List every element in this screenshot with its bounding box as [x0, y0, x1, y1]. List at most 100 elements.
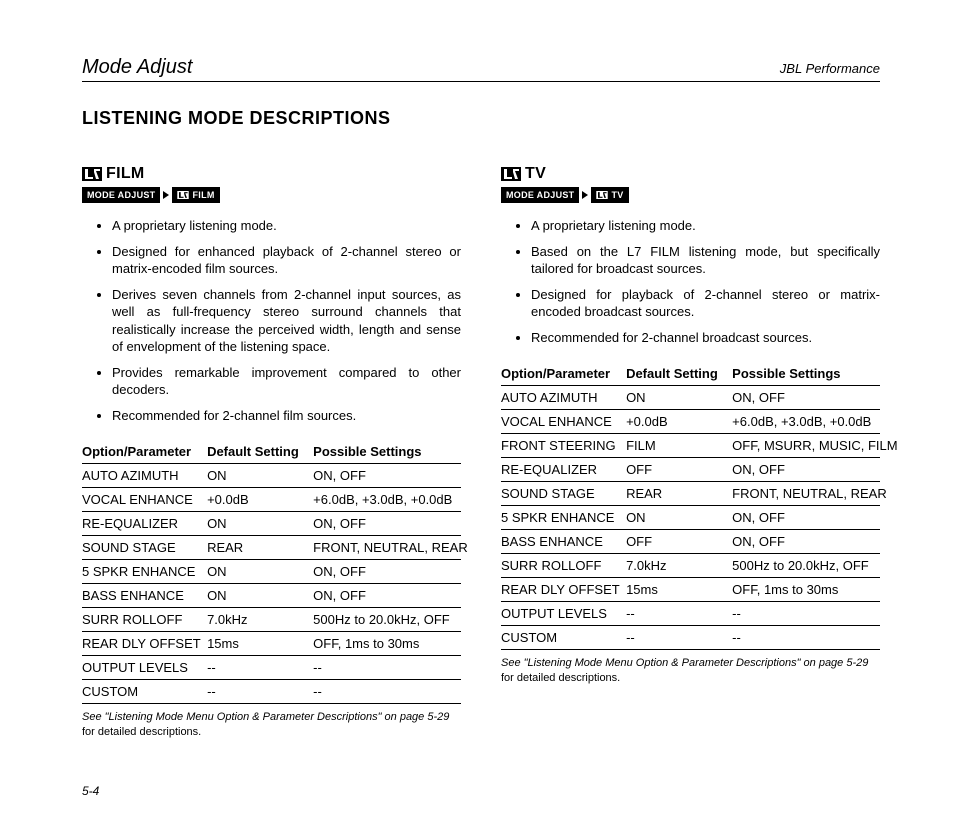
l7-logo-icon	[596, 191, 608, 199]
table-row: FRONT STEERINGFILMOFF, MSURR, MUSIC, FIL…	[501, 434, 880, 458]
th-default: Default Setting	[626, 366, 732, 381]
table-cell: ON	[207, 516, 313, 531]
table-cell: OFF, 1ms to 30ms	[313, 636, 461, 651]
table-cell: ON, OFF	[732, 390, 880, 405]
table-row: OUTPUT LEVELS----	[82, 656, 461, 680]
table-row: RE-EQUALIZEROFFON, OFF	[501, 458, 880, 482]
table-row: SURR ROLLOFF7.0kHz500Hz to 20.0kHz, OFF	[501, 554, 880, 578]
table-row: BASS ENHANCEONON, OFF	[82, 584, 461, 608]
table-cell: ON	[207, 564, 313, 579]
table-cell: FILM	[626, 438, 732, 453]
table-cell: --	[626, 630, 732, 645]
table-cell: 15ms	[626, 582, 732, 597]
table-cell: ON	[207, 588, 313, 603]
col-film: FILM MODE ADJUST FILM A proprietary list…	[82, 165, 461, 740]
table-body-tv: AUTO AZIMUTHONON, OFFVOCAL ENHANCE+0.0dB…	[501, 386, 880, 650]
table-row: SOUND STAGEREARFRONT, NEUTRAL, REAR	[82, 536, 461, 560]
table-cell: 7.0kHz	[626, 558, 732, 573]
footnote-suffix: for detailed descriptions.	[82, 726, 201, 738]
header-right: JBL Performance	[780, 61, 880, 76]
table-row: REAR DLY OFFSET15msOFF, 1ms to 30ms	[501, 578, 880, 602]
badge-film: FILM	[172, 187, 219, 203]
table-cell: --	[626, 606, 732, 621]
table-cell: 5 SPKR ENHANCE	[501, 510, 626, 525]
badge-mode-adjust: MODE ADJUST	[82, 187, 160, 203]
table-cell: REAR	[626, 486, 732, 501]
table-cell: AUTO AZIMUTH	[501, 390, 626, 405]
table-row: 5 SPKR ENHANCEONON, OFF	[501, 506, 880, 530]
footnote-tv: See "Listening Mode Menu Option & Parame…	[501, 656, 880, 686]
list-item: Designed for enhanced playback of 2-chan…	[112, 243, 461, 278]
chevron-right-icon	[163, 191, 169, 199]
breadcrumb-tv: MODE ADJUST TV	[501, 187, 880, 203]
table-cell: FRONT STEERING	[501, 438, 626, 453]
footnote-quote: "Listening Mode Menu Option & Parameter …	[105, 711, 450, 723]
table-cell: --	[313, 684, 461, 699]
table-row: BASS ENHANCEOFFON, OFF	[501, 530, 880, 554]
page-header: Mode Adjust JBL Performance	[82, 56, 880, 82]
table-header-tv: Option/Parameter Default Setting Possibl…	[501, 366, 880, 386]
table-cell: VOCAL ENHANCE	[501, 414, 626, 429]
list-item: Designed for playback of 2-channel stere…	[531, 286, 880, 321]
table-cell: OUTPUT LEVELS	[82, 660, 207, 675]
table-cell: SOUND STAGE	[501, 486, 626, 501]
l7-logo-icon	[82, 167, 102, 181]
table-cell: ON	[626, 510, 732, 525]
section-title: FILM	[106, 165, 145, 183]
th-possible: Possible Settings	[732, 366, 880, 381]
table-row: REAR DLY OFFSET15msOFF, 1ms to 30ms	[82, 632, 461, 656]
table-cell: OFF	[626, 534, 732, 549]
table-cell: CUSTOM	[82, 684, 207, 699]
badge-tv: TV	[591, 187, 628, 203]
badge-tv-label: TV	[611, 190, 623, 200]
table-row: SOUND STAGEREARFRONT, NEUTRAL, REAR	[501, 482, 880, 506]
th-default: Default Setting	[207, 444, 313, 459]
col-tv: TV MODE ADJUST TV A proprietary listenin…	[501, 165, 880, 740]
th-possible: Possible Settings	[313, 444, 461, 459]
table-cell: RE-EQUALIZER	[501, 462, 626, 477]
table-cell: REAR DLY OFFSET	[82, 636, 207, 651]
table-cell: ON, OFF	[313, 516, 461, 531]
footnote-suffix: for detailed descriptions.	[501, 672, 620, 684]
th-option: Option/Parameter	[82, 444, 207, 459]
table-row: RE-EQUALIZERONON, OFF	[82, 512, 461, 536]
table-row: AUTO AZIMUTHONON, OFF	[501, 386, 880, 410]
list-item: A proprietary listening mode.	[112, 217, 461, 235]
table-cell: 500Hz to 20.0kHz, OFF	[313, 612, 461, 627]
l7-logo-icon	[177, 191, 189, 199]
bullets-film: A proprietary listening mode. Designed f…	[82, 217, 461, 424]
th-option: Option/Parameter	[501, 366, 626, 381]
chevron-right-icon	[582, 191, 588, 199]
footnote-prefix: See	[82, 711, 105, 723]
badge-film-label: FILM	[192, 190, 214, 200]
table-cell: OFF, MSURR, MUSIC, FILM	[732, 438, 880, 453]
table-cell: +6.0dB, +3.0dB, +0.0dB	[732, 414, 880, 429]
table-cell: OFF	[626, 462, 732, 477]
table-cell: REAR	[207, 540, 313, 555]
table-cell: 15ms	[207, 636, 313, 651]
columns: FILM MODE ADJUST FILM A proprietary list…	[82, 165, 880, 740]
table-cell: FRONT, NEUTRAL, REAR	[732, 486, 880, 501]
table-cell: REAR DLY OFFSET	[501, 582, 626, 597]
table-row: CUSTOM----	[82, 680, 461, 704]
table-cell: ON, OFF	[313, 468, 461, 483]
l7-logo-icon	[501, 167, 521, 181]
list-item: Provides remarkable improvement compared…	[112, 364, 461, 399]
table-cell: ON	[207, 468, 313, 483]
table-cell: CUSTOM	[501, 630, 626, 645]
section-title: TV	[525, 165, 546, 183]
table-cell: FRONT, NEUTRAL, REAR	[313, 540, 461, 555]
table-cell: 500Hz to 20.0kHz, OFF	[732, 558, 880, 573]
table-cell: 5 SPKR ENHANCE	[82, 564, 207, 579]
table-cell: VOCAL ENHANCE	[82, 492, 207, 507]
table-cell: BASS ENHANCE	[82, 588, 207, 603]
table-cell: ON, OFF	[732, 510, 880, 525]
table-row: VOCAL ENHANCE+0.0dB+6.0dB, +3.0dB, +0.0d…	[82, 488, 461, 512]
h1-title: LISTENING MODE DESCRIPTIONS	[82, 108, 880, 129]
table-cell: --	[313, 660, 461, 675]
table-cell: SURR ROLLOFF	[501, 558, 626, 573]
bullets-tv: A proprietary listening mode. Based on t…	[501, 217, 880, 346]
table-row: OUTPUT LEVELS----	[501, 602, 880, 626]
table-cell: +0.0dB	[626, 414, 732, 429]
page: Mode Adjust JBL Performance LISTENING MO…	[0, 0, 954, 822]
